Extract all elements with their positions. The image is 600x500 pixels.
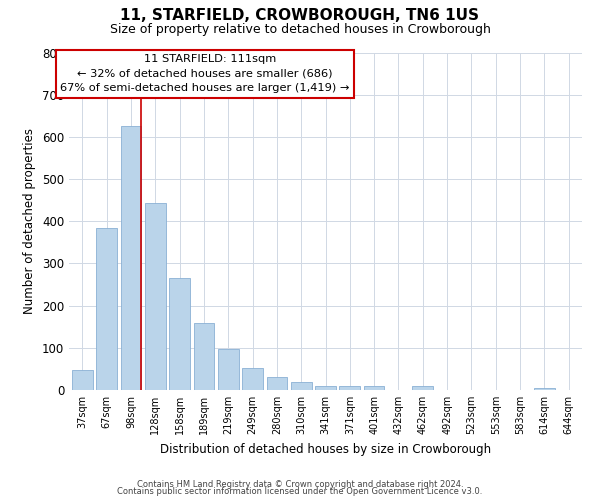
Bar bbox=[242, 368, 263, 390]
Bar bbox=[364, 386, 385, 390]
Bar bbox=[315, 386, 336, 390]
Bar bbox=[145, 203, 166, 390]
Text: Contains public sector information licensed under the Open Government Licence v3: Contains public sector information licen… bbox=[118, 488, 482, 496]
Text: Size of property relative to detached houses in Crowborough: Size of property relative to detached ho… bbox=[110, 22, 490, 36]
Text: 11 STARFIELD: 111sqm
← 32% of detached houses are smaller (686)
67% of semi-deta: 11 STARFIELD: 111sqm ← 32% of detached h… bbox=[60, 54, 350, 93]
Bar bbox=[534, 388, 554, 390]
Bar bbox=[169, 278, 190, 390]
Bar bbox=[194, 324, 214, 390]
X-axis label: Distribution of detached houses by size in Crowborough: Distribution of detached houses by size … bbox=[160, 442, 491, 456]
Text: Contains HM Land Registry data © Crown copyright and database right 2024.: Contains HM Land Registry data © Crown c… bbox=[137, 480, 463, 489]
Bar bbox=[218, 349, 239, 390]
Bar bbox=[412, 386, 433, 390]
Text: 11, STARFIELD, CROWBOROUGH, TN6 1US: 11, STARFIELD, CROWBOROUGH, TN6 1US bbox=[121, 8, 479, 22]
Bar bbox=[340, 386, 360, 390]
Bar bbox=[121, 126, 142, 390]
Y-axis label: Number of detached properties: Number of detached properties bbox=[23, 128, 37, 314]
Bar bbox=[266, 378, 287, 390]
Bar bbox=[97, 228, 117, 390]
Bar bbox=[72, 370, 93, 390]
Bar bbox=[291, 382, 311, 390]
